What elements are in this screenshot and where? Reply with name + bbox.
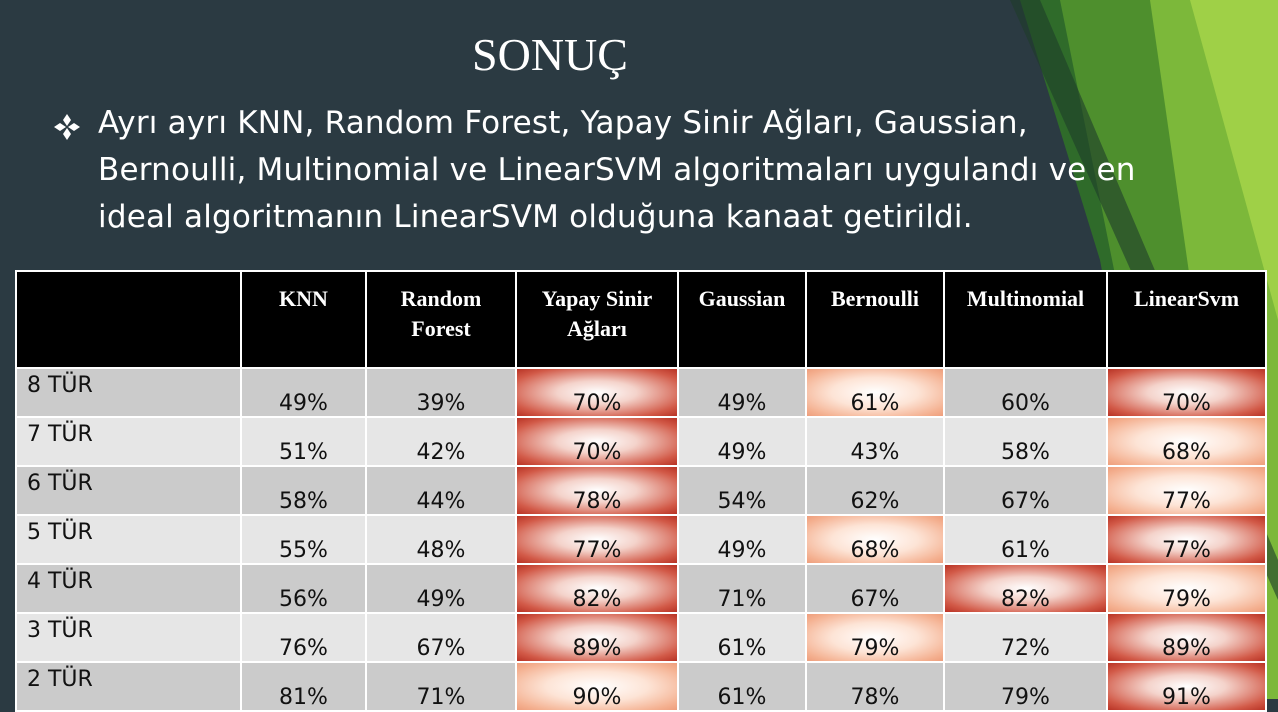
- bullet-text: Ayrı ayrı KNN, Random Forest, Yapay Sini…: [98, 100, 1136, 241]
- header-label: Gaussian: [698, 286, 786, 311]
- table-row: 7 TÜR 51% 42% 70% 49% 43% 58% 68%: [15, 416, 1267, 467]
- accuracy-cell: 82%: [943, 563, 1108, 614]
- accuracy-cell: 61%: [805, 367, 945, 418]
- header-label: Bernoulli: [830, 286, 919, 311]
- accuracy-cell: 54%: [677, 465, 807, 516]
- accuracy-cell: 39%: [365, 367, 517, 418]
- header-label: Random: [400, 286, 482, 311]
- accuracy-cell: 71%: [677, 563, 807, 614]
- accuracy-cell: 58%: [240, 465, 367, 516]
- accuracy-cell: 61%: [677, 661, 807, 712]
- accuracy-cell: 91%: [1106, 661, 1267, 712]
- accuracy-cell: 82%: [515, 563, 679, 614]
- table-row: 5 TÜR 55% 48% 77% 49% 68% 61% 77%: [15, 514, 1267, 565]
- header-label: Ağları: [567, 316, 627, 341]
- accuracy-cell: 61%: [943, 514, 1108, 565]
- header-random-forest: Random Forest: [365, 270, 517, 369]
- accuracy-cell: 58%: [943, 416, 1108, 467]
- accuracy-cell: 71%: [365, 661, 517, 712]
- bullet-line: Bernoulli, Multinomial ve LinearSVM algo…: [98, 152, 1136, 188]
- table-body: 8 TÜR 49% 39% 70% 49% 61% 60% 70% 7 TÜR 51% 42% 70%…: [15, 367, 1267, 712]
- row-label: 6 TÜR: [15, 465, 242, 516]
- accuracy-cell: 67%: [943, 465, 1108, 516]
- accuracy-cell: 48%: [365, 514, 517, 565]
- row-label: 5 TÜR: [15, 514, 242, 565]
- results-table: KNN Random Forest Yapay Sinir Ağları Gauss…: [15, 270, 1267, 712]
- bullet-line: ideal algoritmanın LinearSVM olduğuna ka…: [98, 199, 973, 235]
- accuracy-cell: 70%: [515, 416, 679, 467]
- header-yapay-sinir-aglari: Yapay Sinir Ağları: [515, 270, 679, 369]
- accuracy-cell: 77%: [1106, 465, 1267, 516]
- table-row: 3 TÜR 76% 67% 89% 61% 79% 72% 89%: [15, 612, 1267, 663]
- slide-title: SONUÇ: [472, 29, 628, 80]
- accuracy-cell: 51%: [240, 416, 367, 467]
- accuracy-cell: 79%: [805, 612, 945, 663]
- accuracy-cell: 67%: [805, 563, 945, 614]
- accuracy-cell: 56%: [240, 563, 367, 614]
- accuracy-cell: 72%: [943, 612, 1108, 663]
- accuracy-cell: 89%: [515, 612, 679, 663]
- accuracy-cell: 61%: [677, 612, 807, 663]
- accuracy-cell: 81%: [240, 661, 367, 712]
- accuracy-cell: 77%: [1106, 514, 1267, 565]
- accuracy-cell: 76%: [240, 612, 367, 663]
- header-label: Forest: [411, 316, 471, 341]
- row-label: 4 TÜR: [15, 563, 242, 614]
- accuracy-cell: 49%: [677, 416, 807, 467]
- accuracy-cell: 68%: [805, 514, 945, 565]
- accuracy-cell: 78%: [515, 465, 679, 516]
- accuracy-cell: 43%: [805, 416, 945, 467]
- table-row: 8 TÜR 49% 39% 70% 49% 61% 60% 70%: [15, 367, 1267, 418]
- header-linearsvm: LinearSvm: [1106, 270, 1267, 369]
- accuracy-cell: 67%: [365, 612, 517, 663]
- header-gaussian: Gaussian: [677, 270, 807, 369]
- accuracy-cell: 49%: [240, 367, 367, 418]
- row-label: 2 TÜR: [15, 661, 242, 712]
- accuracy-cell: 49%: [677, 514, 807, 565]
- row-label: 7 TÜR: [15, 416, 242, 467]
- header-label: LinearSvm: [1133, 286, 1240, 311]
- accuracy-cell: 70%: [515, 367, 679, 418]
- header-label: Yapay Sinir: [541, 286, 653, 311]
- header-knn: KNN: [240, 270, 367, 369]
- accuracy-cell: 49%: [677, 367, 807, 418]
- table-row: 6 TÜR 58% 44% 78% 54% 62% 67% 77%: [15, 465, 1267, 516]
- table-header-row: KNN Random Forest Yapay Sinir Ağları Gauss…: [15, 270, 1267, 369]
- accuracy-cell: 89%: [1106, 612, 1267, 663]
- accuracy-cell: 62%: [805, 465, 945, 516]
- accuracy-cell: 60%: [943, 367, 1108, 418]
- row-label: 8 TÜR: [15, 367, 242, 418]
- header-multinomial: Multinomial: [943, 270, 1108, 369]
- bullet-line: Ayrı ayrı KNN, Random Forest, Yapay Sini…: [98, 105, 1028, 141]
- accuracy-cell: 70%: [1106, 367, 1267, 418]
- table-row: 4 TÜR 56% 49% 82% 71% 67% 82% 79%: [15, 563, 1267, 614]
- accuracy-cell: 55%: [240, 514, 367, 565]
- accuracy-cell: 79%: [1106, 563, 1267, 614]
- accuracy-cell: 90%: [515, 661, 679, 712]
- accuracy-cell: 44%: [365, 465, 517, 516]
- accuracy-cell: 49%: [365, 563, 517, 614]
- bullet-point: Ayrı ayrı KNN, Random Forest, Yapay Sini…: [52, 100, 1242, 241]
- accuracy-cell: 78%: [805, 661, 945, 712]
- accuracy-cell: 42%: [365, 416, 517, 467]
- header-cell-empty: [15, 270, 242, 369]
- header-bernoulli: Bernoulli: [805, 270, 945, 369]
- diamond-bullet-icon: [52, 100, 98, 146]
- accuracy-cell: 77%: [515, 514, 679, 565]
- header-label: KNN: [279, 286, 328, 311]
- accuracy-cell: 68%: [1106, 416, 1267, 467]
- header-label: Multinomial: [966, 286, 1085, 311]
- row-label: 3 TÜR: [15, 612, 242, 663]
- table-row: 2 TÜR 81% 71% 90% 61% 78% 79% 91%: [15, 661, 1267, 712]
- accuracy-cell: 79%: [943, 661, 1108, 712]
